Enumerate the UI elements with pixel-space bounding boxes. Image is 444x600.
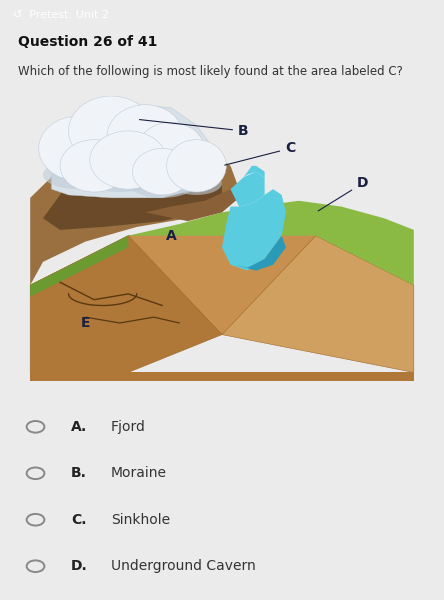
Text: C: C [225,142,295,165]
Text: B: B [139,119,249,138]
Polygon shape [235,236,286,271]
Text: Which of the following is most likely found at the area labeled C?: Which of the following is most likely fo… [18,65,403,78]
Polygon shape [30,201,414,285]
Text: D: D [318,176,369,211]
Text: A: A [166,229,176,242]
Polygon shape [222,236,414,373]
Text: B.: B. [71,466,87,480]
Ellipse shape [39,116,115,181]
Polygon shape [43,137,222,230]
Polygon shape [145,189,239,221]
Ellipse shape [171,172,222,195]
Polygon shape [230,172,265,206]
Ellipse shape [68,96,154,166]
Text: Moraine: Moraine [111,466,167,480]
Text: ↺  Pretest: Unit 2: ↺ Pretest: Unit 2 [13,10,109,20]
Ellipse shape [137,122,205,181]
Text: Fjord: Fjord [111,420,146,434]
Ellipse shape [43,160,111,189]
Text: E: E [81,316,90,330]
Ellipse shape [90,131,166,189]
Text: D.: D. [71,559,88,573]
Ellipse shape [60,140,128,192]
Text: A.: A. [71,420,87,434]
Polygon shape [243,166,265,178]
Ellipse shape [81,163,158,192]
Polygon shape [30,236,414,335]
Ellipse shape [166,140,226,192]
Text: C.: C. [71,513,87,527]
Ellipse shape [107,105,184,169]
Polygon shape [30,236,222,373]
Text: Question 26 of 41: Question 26 of 41 [18,35,157,49]
Ellipse shape [132,148,192,195]
Polygon shape [52,105,214,198]
Polygon shape [30,373,414,381]
Ellipse shape [128,169,196,198]
Polygon shape [30,236,128,297]
Text: Underground Cavern: Underground Cavern [111,559,256,573]
Polygon shape [30,131,239,285]
Polygon shape [222,189,286,271]
Text: Sinkhole: Sinkhole [111,513,170,527]
